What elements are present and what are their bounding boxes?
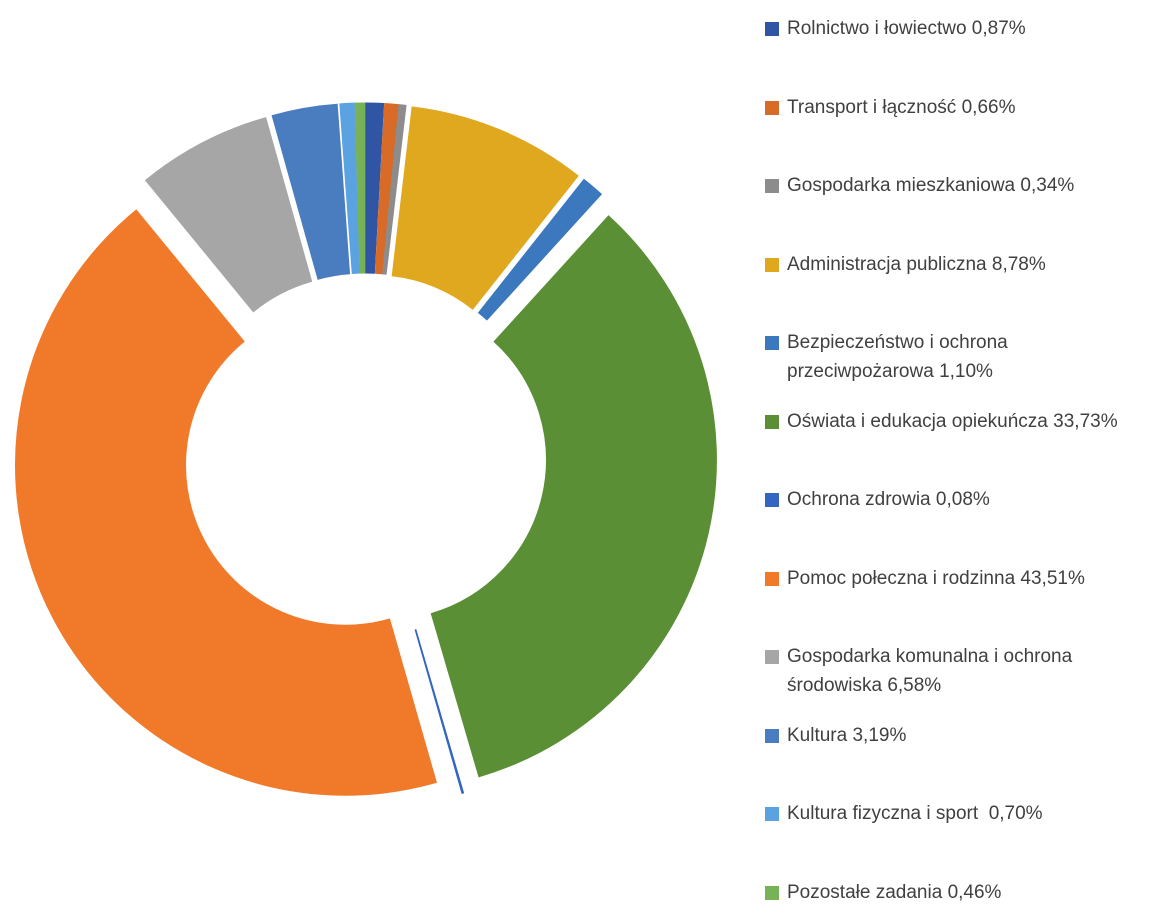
legend-value: 3,19% (852, 724, 907, 746)
legend-value: 0,34% (1020, 175, 1075, 196)
legend-value: 0,87% (971, 18, 1026, 39)
legend-label: Kultura (787, 724, 848, 746)
legend-label: Pomoc połeczna i rodzinna (787, 567, 1016, 589)
legend-swatch (765, 650, 779, 664)
legend-swatch (765, 100, 779, 115)
legend-value: 0,08% (935, 489, 990, 510)
legend-value: 8,78% (991, 253, 1046, 275)
legend-label: Kultura fizyczna i sport (787, 803, 984, 824)
legend-label: Gospodarka komunalna i ochrona środowisk… (787, 646, 1078, 696)
slice (15, 209, 438, 796)
legend-swatch (765, 22, 779, 36)
legend-label: Transport i łączność (787, 96, 957, 118)
legend-swatch (765, 179, 779, 193)
legend-swatch (765, 885, 779, 900)
legend-item: Pozostałe zadania 0,46% (765, 878, 1150, 907)
slice (374, 103, 399, 275)
slice (477, 178, 603, 321)
slice (391, 106, 579, 310)
legend-label: Pozostałe zadania (787, 881, 943, 903)
legend-value: 6,58% (887, 675, 942, 696)
slice (354, 102, 366, 274)
legend-swatch (765, 336, 779, 350)
legend-item: Rolnictwo i łowiectwo 0,87% (765, 14, 1150, 43)
legend-label: Rolnictwo i łowiectwo (787, 18, 967, 39)
legend-label: Administracja publiczna (787, 253, 987, 275)
slice (430, 215, 717, 778)
legend-value: 0,70% (988, 803, 1043, 824)
legend-swatch (765, 807, 779, 821)
legend-swatch (765, 571, 779, 586)
legend-label: Ochrona zdrowia (787, 489, 931, 510)
legend-swatch (765, 493, 779, 507)
legend-label: Bezpieczeństwo i ochrona przeciwpożarowa (787, 332, 1014, 382)
legend-item: Administracja publiczna 8,78% (765, 250, 1150, 279)
slice (365, 102, 385, 274)
slice (271, 103, 351, 280)
legend-value: 0,46% (947, 881, 1002, 903)
legend-value: 0,66% (961, 96, 1016, 118)
legend-value: 33,73% (1053, 410, 1118, 432)
slice (414, 629, 465, 794)
legend-value: 43,51% (1020, 567, 1085, 589)
legend-swatch (765, 257, 779, 272)
slice (339, 102, 360, 274)
legend-item: Oświata i edukacja opiekuńcza 33,73% (765, 407, 1150, 436)
legend-item: Gospodarka mieszkaniowa 0,34% (765, 171, 1150, 200)
legend-label: Gospodarka mieszkaniowa (787, 175, 1016, 196)
legend-item: Transport i łączność 0,66% (765, 93, 1150, 122)
legend-item: Kultura 3,19% (765, 721, 1150, 750)
legend-swatch (765, 728, 779, 743)
legend-item: Gospodarka komunalna i ochrona środowisk… (765, 642, 1150, 700)
legend-item: Bezpieczeństwo i ochrona przeciwpożarowa… (765, 328, 1150, 386)
legend-item: Pomoc połeczna i rodzinna 43,51% (765, 564, 1150, 593)
legend-label: Oświata i edukacja opiekuńcza (787, 410, 1048, 432)
legend-value: 1,10% (939, 361, 993, 382)
legend-item: Kultura fizyczna i sport 0,70% (765, 799, 1150, 828)
chart (15, 102, 717, 796)
legend-swatch (765, 414, 779, 429)
slice (382, 104, 407, 275)
legend-item: Ochrona zdrowia 0,08% (765, 485, 1150, 514)
slice (144, 117, 313, 313)
